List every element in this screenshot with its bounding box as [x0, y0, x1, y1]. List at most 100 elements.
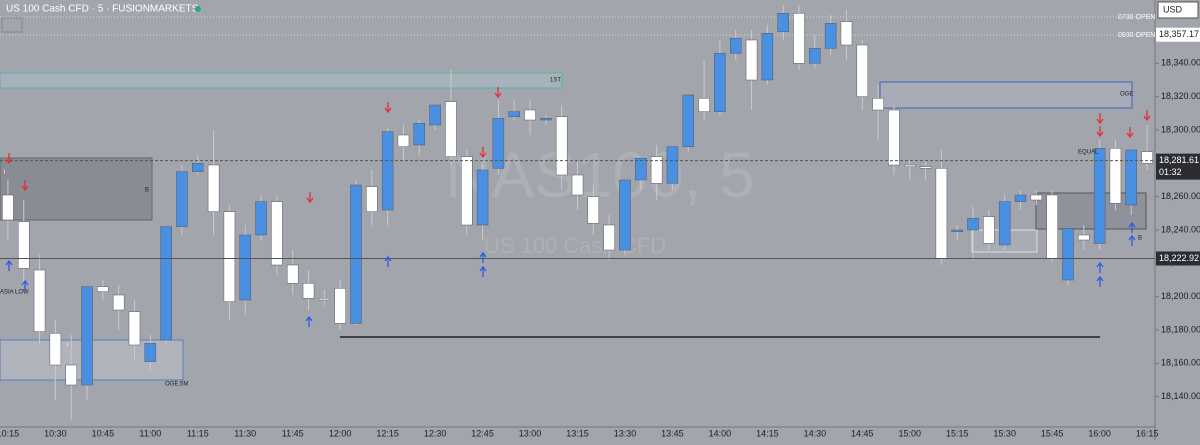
candle-body — [2, 194, 14, 221]
signal-arrow — [384, 255, 392, 267]
signal-arrow — [479, 147, 487, 159]
signal-arrow — [479, 265, 487, 277]
x-tick-label: 14:45 — [851, 428, 874, 438]
x-tick-label: 15:30 — [993, 428, 1016, 438]
x-tick-label: 11:45 — [282, 428, 304, 438]
candle-body — [935, 168, 948, 259]
x-tick-label: 16:15 — [1136, 428, 1159, 438]
annotation: i — [4, 170, 5, 176]
currency-box[interactable] — [1157, 1, 1199, 19]
candle-body — [1078, 234, 1090, 241]
candle-body — [619, 179, 631, 251]
x-tick-label: 13:00 — [519, 428, 542, 438]
signal-arrow — [5, 259, 13, 271]
x-tick-label: 14:15 — [756, 428, 779, 438]
candle-body — [745, 39, 758, 81]
annotation: B — [1138, 236, 1142, 242]
candle-body — [81, 286, 93, 386]
candle-body — [33, 269, 46, 332]
x-tick-label: 15:00 — [898, 428, 921, 438]
signal-arrow — [1096, 261, 1104, 273]
signal-arrow — [1096, 275, 1104, 287]
candle-body — [1062, 228, 1074, 281]
x-tick-label: 11:30 — [234, 428, 256, 438]
watermark-sub: US 100 Cash CFD — [484, 233, 666, 258]
y-tick-label: 18,300.00 — [1161, 124, 1200, 134]
candle-body — [445, 101, 457, 157]
candle-body — [714, 53, 726, 112]
candle-body — [777, 13, 789, 32]
candle-body — [1109, 148, 1122, 204]
x-tick-label: 13:45 — [661, 428, 684, 438]
candle-body — [492, 118, 505, 169]
candle-body — [856, 44, 869, 97]
signal-arrow — [1096, 126, 1104, 138]
candle-body — [160, 226, 172, 341]
candle-body — [1046, 194, 1058, 259]
candle-body — [1030, 194, 1043, 201]
annotation: OGE — [1120, 92, 1133, 98]
signal-arrow — [1126, 127, 1134, 139]
candle-body — [508, 111, 520, 117]
candle-body — [334, 288, 346, 324]
candle-body — [144, 343, 157, 362]
annotation: B — [145, 188, 149, 194]
candle-body — [128, 311, 141, 346]
candle-body — [666, 146, 679, 184]
y-tick-label: 18,200.00 — [1161, 291, 1200, 301]
signal-arrow — [305, 315, 313, 327]
annotation: EQUAL — [1078, 150, 1099, 156]
candle-body — [17, 221, 30, 269]
candle-body — [635, 158, 647, 181]
y-tick-label: 18,320.00 — [1161, 91, 1200, 101]
y-tick-label: 18,160.00 — [1161, 358, 1200, 368]
candle-body — [318, 298, 331, 301]
signal-arrow — [1096, 113, 1104, 125]
candle-body — [698, 98, 710, 112]
signal-arrow — [494, 87, 502, 99]
annotation: OGE.5M — [165, 382, 188, 388]
candle-body — [603, 224, 615, 251]
price-tag — [1156, 27, 1200, 42]
candle-body — [97, 286, 109, 292]
x-tick-label: 10:45 — [92, 428, 115, 438]
x-tick-label: 12:15 — [376, 428, 399, 438]
x-tick-label: 13:30 — [614, 428, 637, 438]
candle-body — [904, 164, 916, 167]
candle-body — [286, 264, 299, 284]
candle-body — [555, 116, 568, 176]
candle-body — [366, 186, 378, 212]
candle-body — [824, 23, 837, 49]
signal-arrow — [5, 153, 13, 165]
candle-body — [207, 164, 220, 212]
signal-arrow — [384, 102, 392, 114]
candle-body — [381, 131, 394, 211]
y-tick-label: 18,180.00 — [1161, 324, 1200, 334]
zone — [879, 81, 1133, 109]
candle-body — [176, 171, 188, 227]
signal-arrow — [306, 192, 314, 204]
candle-body — [429, 104, 441, 126]
x-tick-label: 10:30 — [44, 428, 67, 438]
signal-arrow — [1128, 221, 1136, 233]
candle-body — [476, 169, 489, 226]
candle-body — [460, 156, 473, 226]
x-tick-label: 16:00 — [1088, 428, 1111, 438]
x-tick-label: 12:45 — [471, 428, 494, 438]
status-dot — [195, 6, 201, 12]
candle-body — [255, 201, 267, 236]
y-tick-label: 18,240.00 — [1161, 224, 1200, 234]
candle-body — [967, 218, 979, 231]
x-tick-label: 15:45 — [1041, 428, 1064, 438]
x-tick-label: 15:15 — [946, 428, 969, 438]
candle-body — [1141, 151, 1153, 164]
candle-body — [587, 196, 600, 224]
currency: USD — [1163, 4, 1183, 14]
toggle[interactable] — [1, 17, 23, 33]
candle-body — [951, 229, 963, 232]
x-tick-label: 13:15 — [566, 428, 589, 438]
x-tick-label: 10:15 — [0, 428, 19, 438]
annotation: 1ST — [550, 78, 561, 84]
x-tick-label: 12:00 — [329, 428, 352, 438]
